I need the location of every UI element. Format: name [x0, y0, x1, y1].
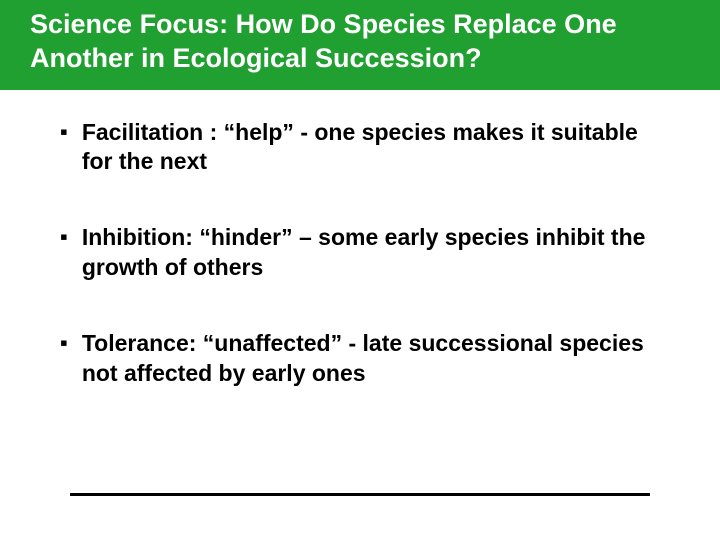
content-area: ▪ Facilitation : “help” - one species ma…	[0, 90, 720, 389]
bullet-text: Tolerance: “unaffected” - late successio…	[82, 329, 670, 389]
footer-divider	[70, 493, 650, 496]
bullet-marker: ▪	[60, 223, 68, 252]
bullet-marker: ▪	[60, 329, 68, 358]
bullet-text: Inhibition: “hinder” – some early specie…	[82, 223, 670, 283]
bullet-text: Facilitation : “help” - one species make…	[82, 118, 670, 178]
bullet-item: ▪ Facilitation : “help” - one species ma…	[60, 118, 670, 178]
bullet-item: ▪ Tolerance: “unaffected” - late success…	[60, 329, 670, 389]
header-band: Science Focus: How Do Species Replace On…	[0, 0, 720, 90]
slide-title: Science Focus: How Do Species Replace On…	[30, 8, 690, 76]
bullet-item: ▪ Inhibition: “hinder” – some early spec…	[60, 223, 670, 283]
bullet-marker: ▪	[60, 118, 68, 147]
